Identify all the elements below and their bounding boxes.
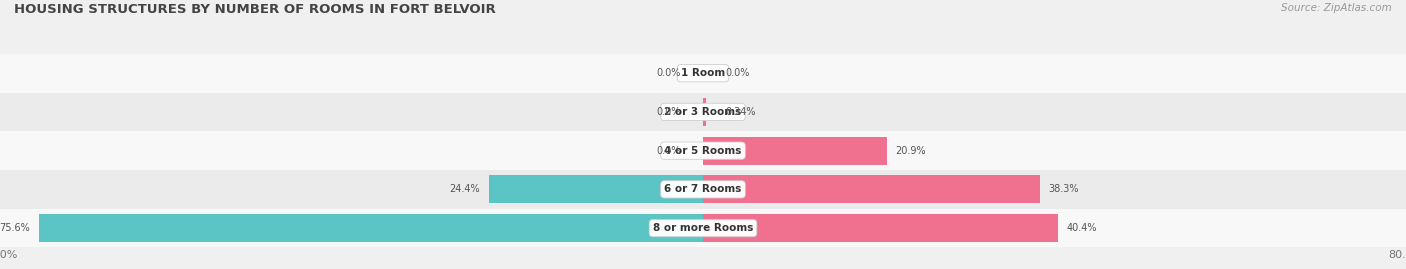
Bar [703,98,706,126]
Text: 0.0%: 0.0% [657,107,681,117]
Text: 40.4%: 40.4% [1067,223,1097,233]
Text: 4 or 5 Rooms: 4 or 5 Rooms [664,146,742,156]
Text: 24.4%: 24.4% [449,184,479,194]
Bar [0,93,1406,131]
Text: HOUSING STRUCTURES BY NUMBER OF ROOMS IN FORT BELVOIR: HOUSING STRUCTURES BY NUMBER OF ROOMS IN… [14,3,496,16]
Bar [0,54,1406,93]
Bar [0,170,1406,209]
Text: 0.0%: 0.0% [657,68,681,78]
Text: 6 or 7 Rooms: 6 or 7 Rooms [664,184,742,194]
Text: 1 Room: 1 Room [681,68,725,78]
Text: 20.9%: 20.9% [896,146,927,156]
Text: 0.0%: 0.0% [657,146,681,156]
Bar [0,131,1406,170]
Text: 38.3%: 38.3% [1049,184,1078,194]
Bar [703,214,1057,242]
Bar [39,214,703,242]
Bar [0,209,1406,247]
Text: 2 or 3 Rooms: 2 or 3 Rooms [665,107,741,117]
Text: 0.34%: 0.34% [725,107,755,117]
Bar [703,175,1039,203]
Bar [703,137,887,165]
Bar [489,175,703,203]
Text: 8 or more Rooms: 8 or more Rooms [652,223,754,233]
Text: 0.0%: 0.0% [725,68,749,78]
Text: 75.6%: 75.6% [0,223,30,233]
Text: Source: ZipAtlas.com: Source: ZipAtlas.com [1281,3,1392,13]
